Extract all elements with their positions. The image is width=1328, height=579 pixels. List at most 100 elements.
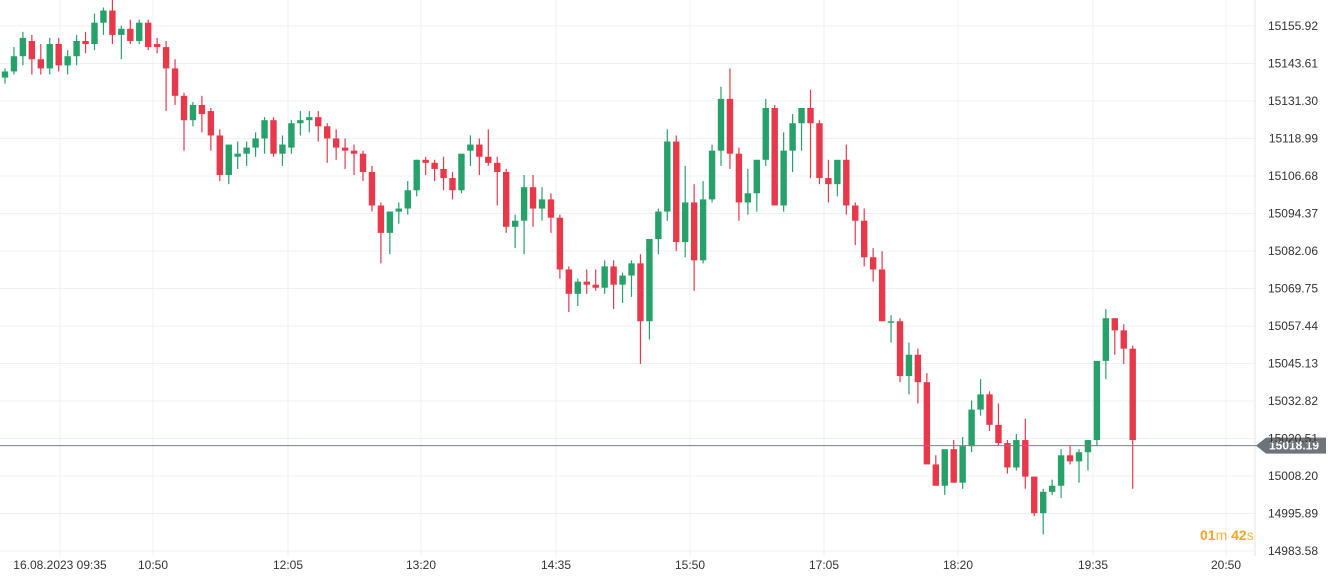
- candle-down: [1120, 324, 1127, 364]
- candle-body: [28, 40, 36, 60]
- candle-body: [216, 135, 223, 176]
- candle-body: [950, 449, 957, 483]
- candle-up: [1048, 479, 1056, 495]
- candle-body: [547, 199, 555, 218]
- candle-body: [404, 190, 411, 209]
- candle-down: [726, 68, 734, 169]
- candle-down: [843, 144, 850, 215]
- candle-body: [843, 159, 850, 206]
- candle-body: [234, 153, 241, 157]
- candle-up: [1102, 309, 1110, 380]
- candle-body: [1066, 455, 1074, 462]
- candle-body: [825, 178, 832, 185]
- candle-body: [852, 205, 859, 221]
- candle-down: [583, 269, 590, 294]
- candle-body: [1013, 440, 1020, 468]
- candle-down: [690, 184, 698, 291]
- candle-body: [118, 28, 125, 35]
- candle-down: [735, 147, 743, 221]
- candle-up: [297, 111, 304, 136]
- candle-body: [1111, 318, 1118, 331]
- candle-up: [306, 111, 313, 133]
- candle-body: [1, 71, 9, 78]
- candle-up: [413, 159, 420, 197]
- candle-body: [422, 159, 429, 163]
- candle-body: [279, 144, 286, 154]
- candle-up: [189, 101, 197, 127]
- candle-body: [923, 382, 931, 465]
- candle-body: [368, 171, 376, 206]
- candle-down: [1066, 446, 1074, 465]
- y-tick-label: 15020.51: [1268, 432, 1318, 446]
- candle-down: [109, 0, 116, 45]
- candle-down: [869, 248, 877, 282]
- candle-body: [189, 104, 197, 121]
- candle-up: [279, 135, 286, 166]
- y-tick-label: 15082.06: [1268, 244, 1318, 258]
- candle-body: [485, 156, 492, 163]
- candle-down: [180, 92, 188, 151]
- candle-down: [896, 318, 904, 383]
- candle-body: [789, 123, 796, 151]
- x-tick-label: 18:20: [943, 558, 973, 572]
- candle-body: [225, 144, 232, 176]
- candle-body: [109, 10, 116, 35]
- candle-body: [699, 199, 707, 261]
- candle-down: [162, 40, 170, 112]
- timer-seconds-unit: s: [1246, 527, 1254, 543]
- candle-down: [216, 129, 223, 182]
- candle-down: [1111, 318, 1118, 355]
- y-tick-label: 15106.68: [1268, 169, 1318, 183]
- candle-up: [467, 135, 474, 166]
- y-tick-label: 14995.89: [1268, 507, 1318, 521]
- candle-body: [1004, 443, 1011, 468]
- candle-up: [628, 260, 635, 297]
- candle-down: [324, 123, 331, 163]
- candle-body: [359, 153, 367, 172]
- candle-down: [986, 391, 993, 431]
- candle-down: [923, 373, 931, 465]
- candle-body: [100, 10, 107, 23]
- candle-body: [440, 168, 447, 179]
- timer-minutes: 01: [1200, 527, 1216, 543]
- candle-up: [834, 159, 841, 197]
- candle-body: [1120, 330, 1127, 349]
- candle-body: [896, 321, 904, 377]
- candle-body: [717, 98, 725, 151]
- candle-up: [538, 187, 546, 221]
- candle-down: [565, 266, 573, 313]
- candle-up: [19, 31, 27, 66]
- y-tick-label: 15008.20: [1268, 469, 1318, 483]
- candle-down: [449, 171, 456, 200]
- candle-up: [91, 13, 98, 51]
- candle-body: [252, 138, 259, 148]
- candle-down: [547, 193, 555, 233]
- candle-body: [664, 141, 671, 212]
- y-tick-label: 15131.30: [1268, 94, 1318, 108]
- candle-body: [315, 117, 322, 127]
- candle-up: [73, 34, 80, 66]
- candle-down: [592, 269, 599, 291]
- candle-down: [1129, 345, 1136, 489]
- candle-body: [386, 211, 394, 233]
- candle-body: [673, 141, 680, 243]
- candle-up: [395, 202, 402, 224]
- candle-up: [1, 68, 9, 84]
- candle-down: [816, 120, 823, 185]
- candle-body: [1022, 440, 1029, 477]
- candle-down: [207, 108, 215, 151]
- candle-body: [565, 269, 573, 294]
- candle-body: [288, 123, 295, 148]
- candle-body: [243, 147, 250, 154]
- candle-body: [413, 159, 420, 191]
- candle-down: [503, 168, 510, 233]
- candle-body: [171, 68, 179, 96]
- candle-up: [968, 400, 975, 453]
- candle-up: [386, 211, 394, 255]
- candle-down: [350, 144, 358, 176]
- candle-body: [270, 120, 277, 154]
- candle-body: [807, 108, 814, 124]
- candle-up: [136, 19, 143, 45]
